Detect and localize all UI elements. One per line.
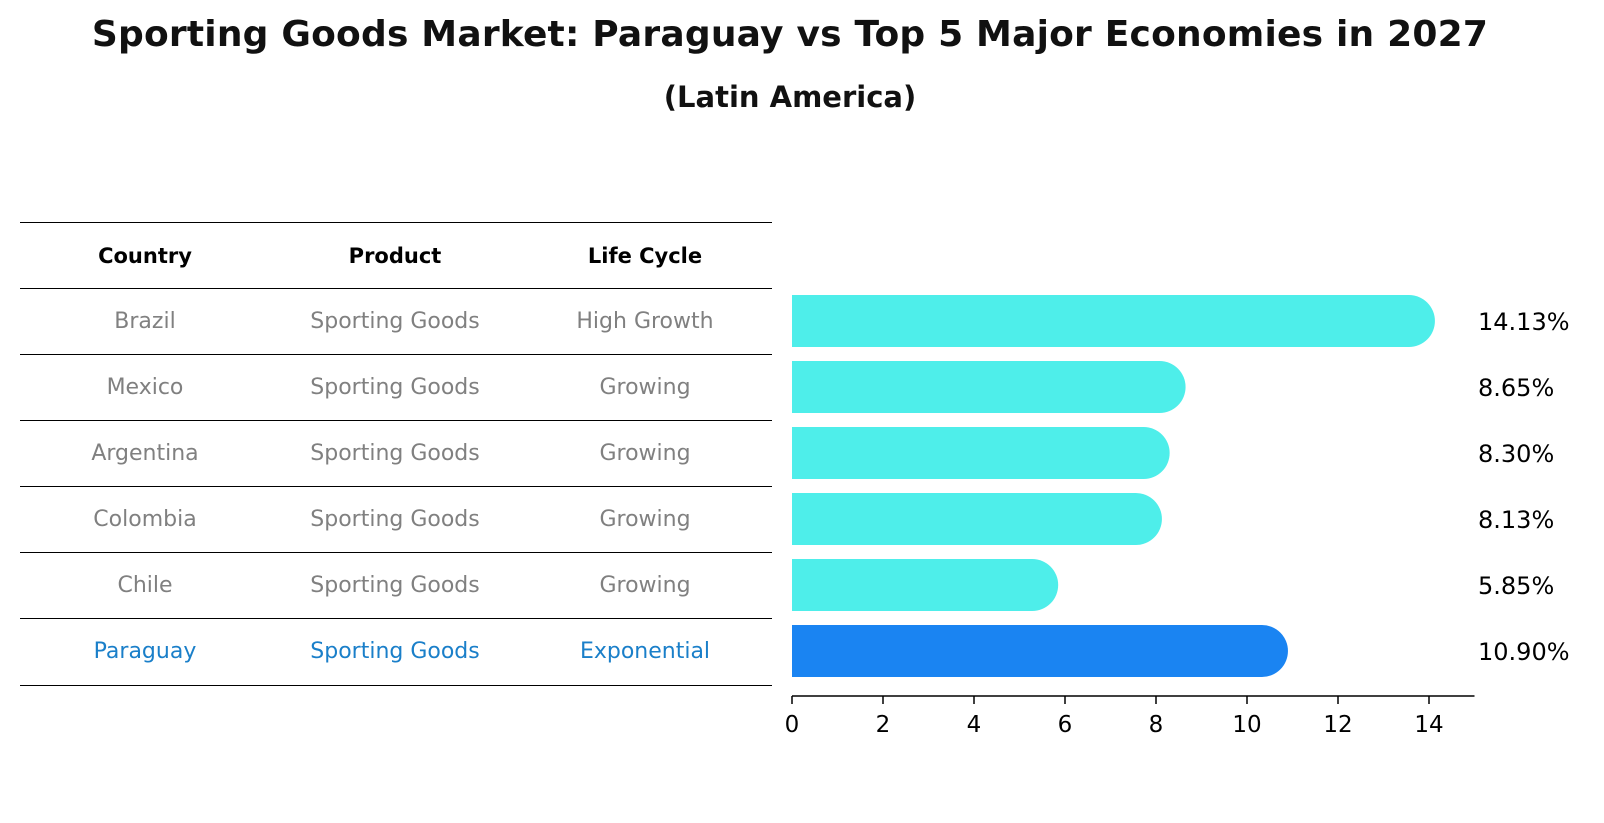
data-label-brazil: 14.13% [1478, 308, 1570, 336]
header-product: Product [348, 244, 442, 268]
cell-product: Sporting Goods [310, 639, 480, 664]
table-row-highlighted: Paraguay Sporting Goods Exponential [20, 618, 772, 686]
cell-life-cycle: Growing [599, 573, 691, 598]
cell-life-cycle: Growing [599, 375, 691, 400]
x-tick-label: 8 [1149, 712, 1164, 738]
cell-product: Sporting Goods [310, 507, 480, 532]
chart-title: Sporting Goods Market: Paraguay vs Top 5… [91, 14, 1489, 55]
x-tick-label: 12 [1323, 712, 1352, 738]
x-tick-label: 4 [967, 712, 982, 738]
cell-country: Argentina [91, 441, 199, 466]
table-row: Colombia Sporting Goods Growing [20, 486, 772, 553]
cell-product: Sporting Goods [310, 573, 480, 598]
data-label-paraguay: 10.90% [1478, 638, 1570, 666]
cell-life-cycle: Growing [599, 507, 691, 532]
bar-paraguay [792, 625, 1288, 677]
cell-product: Sporting Goods [310, 441, 480, 466]
cell-life-cycle: Growing [599, 441, 691, 466]
table-header-row: Country Product Life Cycle [20, 222, 772, 289]
x-tick-label: 0 [785, 712, 800, 738]
table-row: Brazil Sporting Goods High Growth [20, 288, 772, 355]
cell-country: Brazil [114, 309, 176, 334]
x-tick-label: 10 [1232, 712, 1261, 738]
data-label-chile: 5.85% [1478, 572, 1554, 600]
header-country: Country [98, 244, 192, 268]
cell-life-cycle: High Growth [576, 309, 714, 334]
x-tick-label: 2 [876, 712, 891, 738]
cell-product: Sporting Goods [310, 375, 480, 400]
cell-life-cycle: Exponential [579, 639, 711, 664]
cell-product: Sporting Goods [310, 309, 480, 334]
bar-argentina [792, 427, 1170, 479]
data-label-argentina: 8.30% [1478, 440, 1554, 468]
cell-country: Colombia [93, 507, 197, 532]
x-tick-label: 6 [1058, 712, 1073, 738]
bar-colombia [792, 493, 1162, 545]
table-row: Argentina Sporting Goods Growing [20, 420, 772, 487]
bar-mexico [792, 361, 1186, 413]
chart-subtitle: (Latin America) [663, 80, 917, 114]
table-row: Chile Sporting Goods Growing [20, 552, 772, 619]
bar-chile [792, 559, 1059, 611]
cell-country: Chile [117, 573, 173, 598]
bar-brazil [792, 295, 1435, 347]
header-life-cycle: Life Cycle [587, 244, 703, 268]
cell-country: Mexico [106, 375, 184, 400]
data-label-mexico: 8.65% [1478, 374, 1554, 402]
x-tick-label: 14 [1414, 712, 1443, 738]
table-row: Mexico Sporting Goods Growing [20, 354, 772, 421]
cell-country: Paraguay [93, 639, 197, 664]
data-label-colombia: 8.13% [1478, 506, 1554, 534]
